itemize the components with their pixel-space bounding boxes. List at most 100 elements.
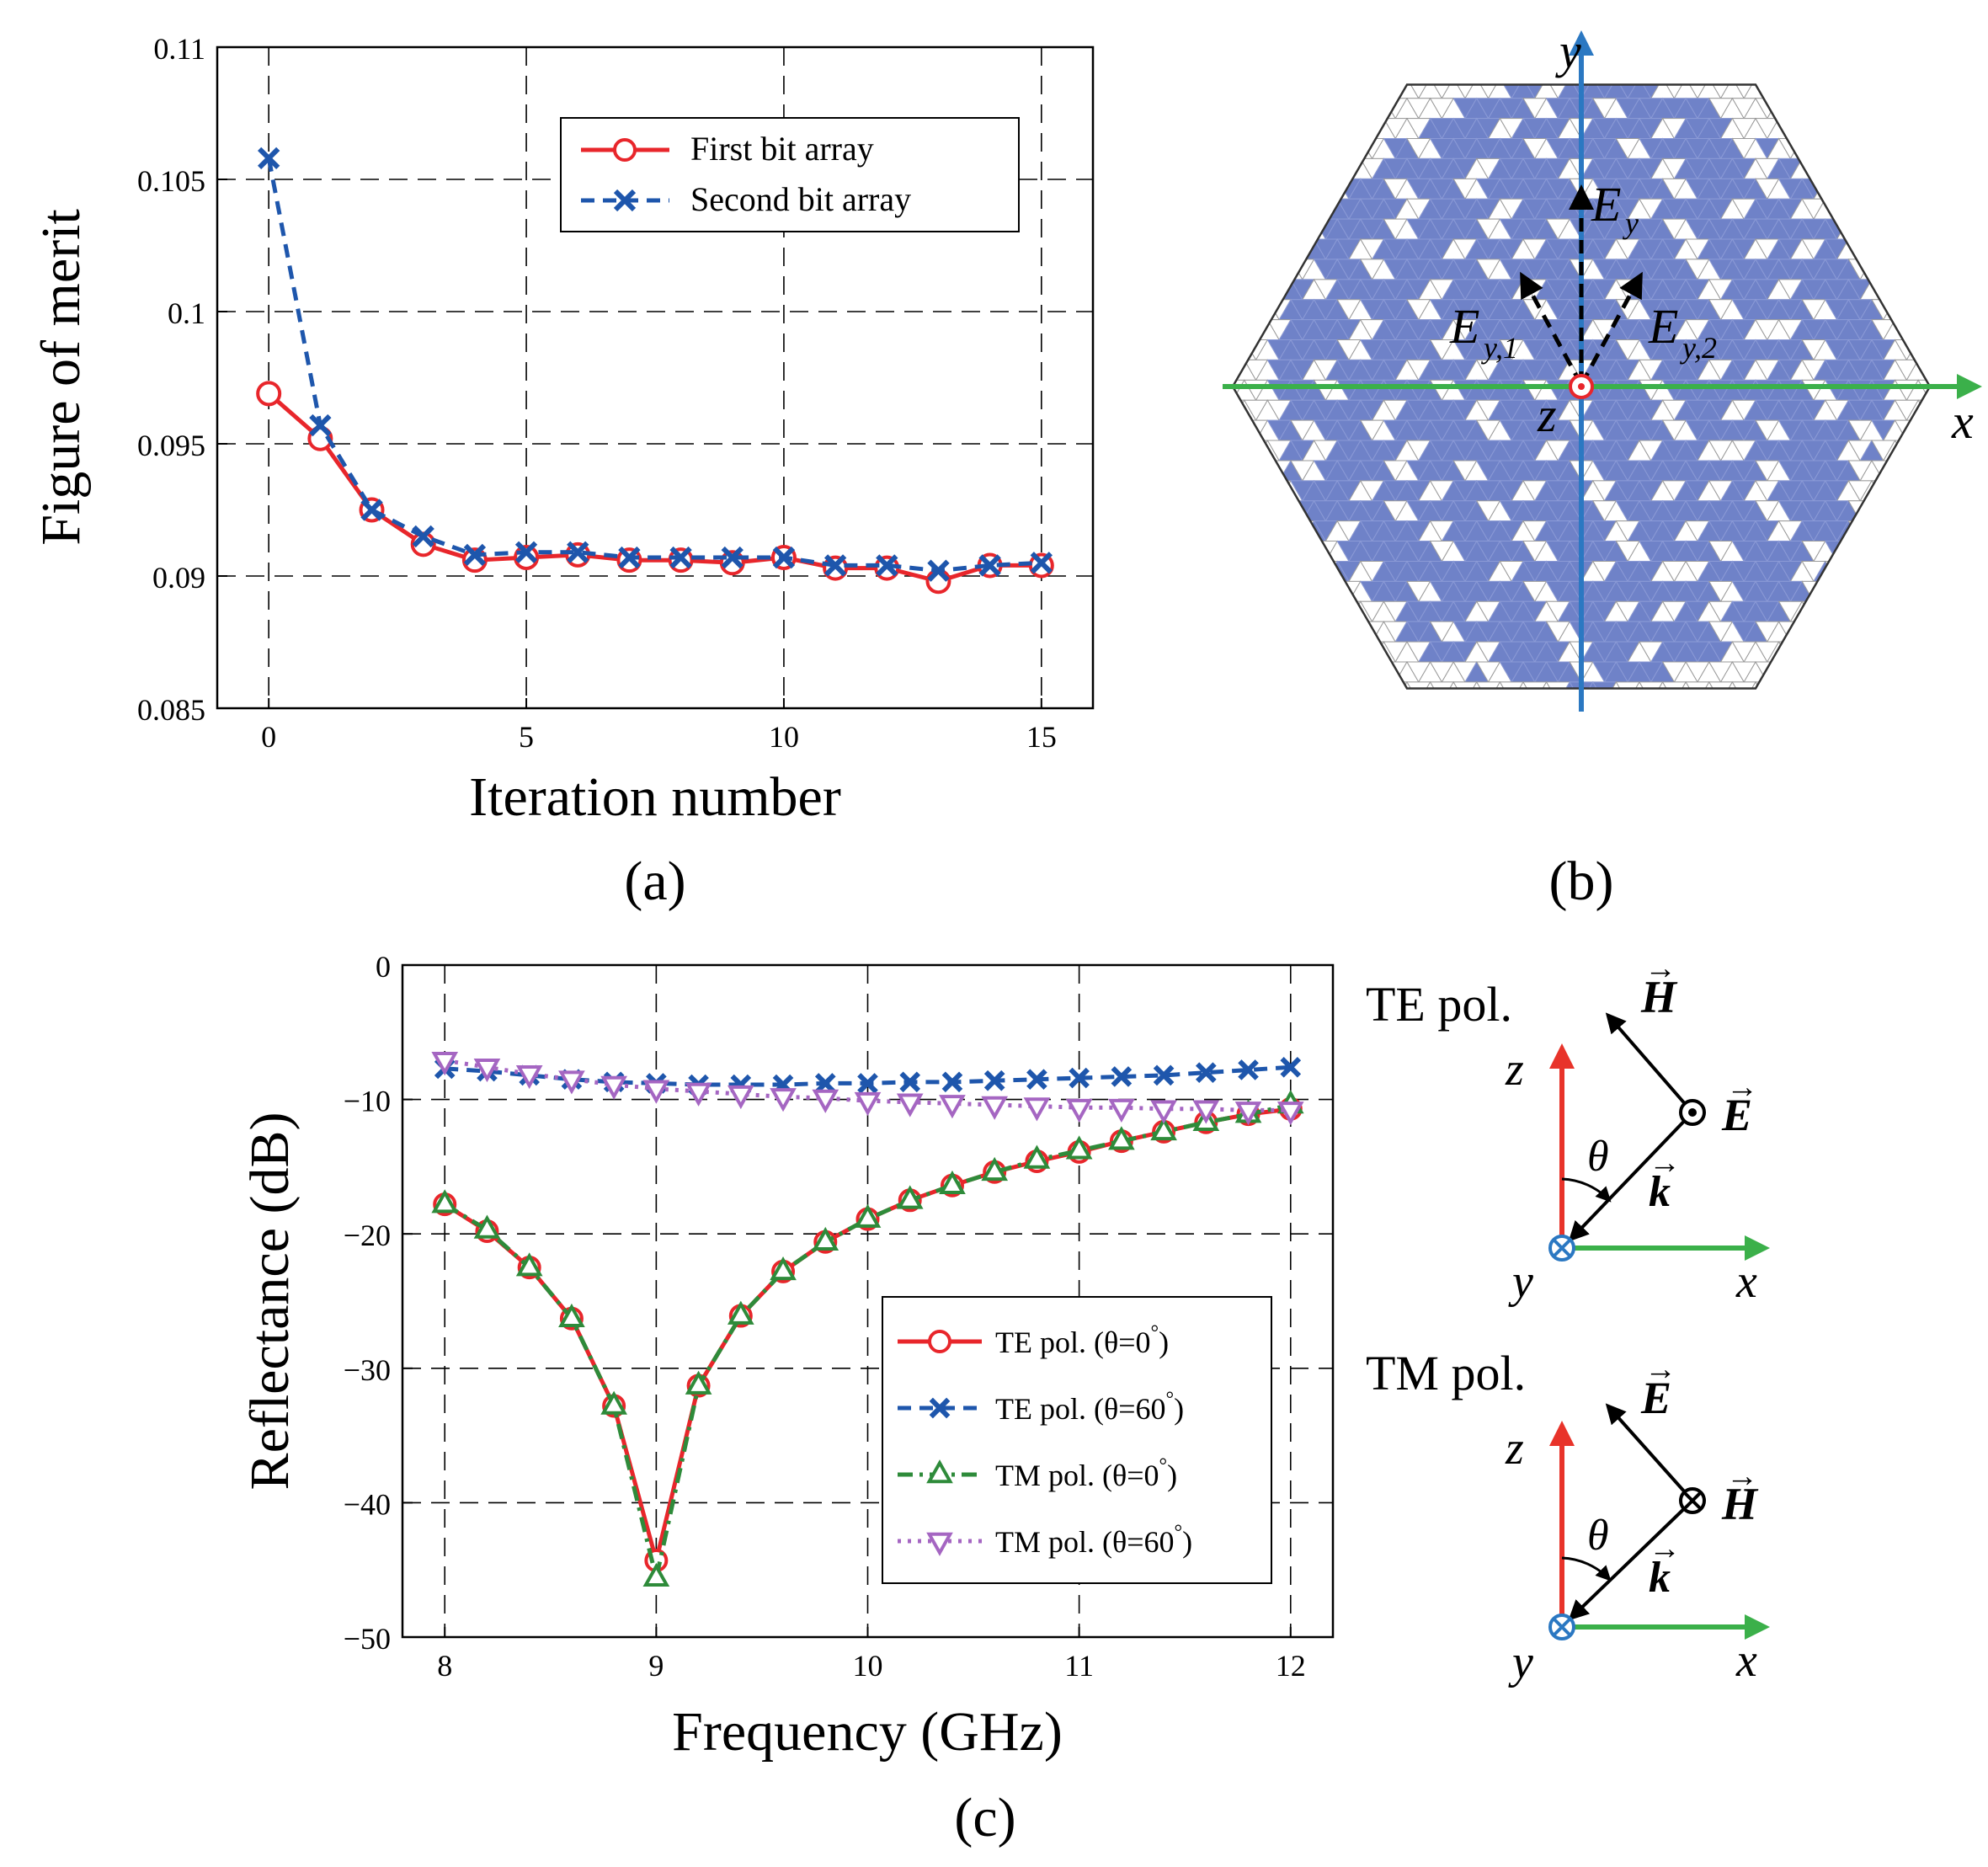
bit-cell-off bbox=[1278, 641, 1303, 663]
bit-cell-off bbox=[1836, 84, 1862, 99]
bit-cell-off bbox=[1871, 118, 1896, 140]
chart-c-ylabel: Reflectance (dB) bbox=[239, 1112, 301, 1491]
bit-cell-off bbox=[1894, 480, 1920, 502]
bit-cell-off bbox=[1929, 621, 1930, 643]
bit-cell-off bbox=[1882, 580, 1908, 602]
bit-cell-off bbox=[1198, 219, 1222, 239]
bit-cell-off bbox=[1777, 98, 1804, 120]
bit-cell-off bbox=[1313, 621, 1339, 643]
bit-cell-off bbox=[1942, 561, 1965, 581]
bit-cell-off bbox=[1266, 118, 1292, 140]
bit-cell-off bbox=[1871, 541, 1896, 563]
bit-cell-off bbox=[1475, 681, 1501, 689]
bit-cell-off bbox=[1698, 723, 1721, 743]
bit-cell-off bbox=[1872, 58, 1895, 78]
bit-cell-off bbox=[1882, 680, 1908, 689]
bit-cell-off bbox=[1942, 320, 1965, 340]
bit-cell-off bbox=[1243, 84, 1269, 99]
bit-cell-off bbox=[1290, 84, 1315, 99]
data-point-series-4 bbox=[1192, 1100, 1220, 1124]
bit-cell-off bbox=[1324, 137, 1350, 159]
bit-cell-off bbox=[1431, 723, 1454, 743]
bit-cell-off bbox=[1894, 218, 1920, 241]
bit-cell-off bbox=[1313, 681, 1339, 689]
bit-cell-off bbox=[1233, 259, 1245, 280]
bit-cell-off bbox=[1477, 702, 1500, 723]
bit-cell-off bbox=[1233, 339, 1257, 360]
bit-cell-off bbox=[1942, 219, 1965, 239]
te-H-label: H bbox=[1640, 972, 1678, 1022]
chart-c-series bbox=[431, 1052, 1304, 1587]
bit-cell-off bbox=[1233, 600, 1257, 622]
bit-cell-off bbox=[1930, 702, 1953, 723]
bit-cell-off bbox=[1233, 681, 1245, 689]
bit-cell-off bbox=[1233, 218, 1245, 241]
bit-cell-off bbox=[1233, 339, 1245, 361]
bit-cell-off bbox=[1256, 723, 1280, 743]
te-y-into-cross-icon bbox=[1552, 1238, 1572, 1258]
bit-cell-off bbox=[1313, 580, 1339, 603]
bit-cell-off bbox=[1324, 660, 1350, 683]
legend-c-label-close: ) bbox=[1167, 1459, 1177, 1492]
data-point-series-3 bbox=[1150, 1117, 1177, 1141]
legend-a-marker-2 bbox=[613, 189, 637, 212]
data-point-series-4 bbox=[600, 1075, 627, 1100]
bit-cell-off bbox=[1233, 298, 1234, 321]
bit-cell-off bbox=[1837, 702, 1861, 723]
bit-cell-off bbox=[1233, 218, 1257, 240]
bit-cell-off bbox=[1233, 178, 1234, 200]
bit-cell-off bbox=[1882, 157, 1908, 179]
bit-cell-off bbox=[1824, 600, 1850, 623]
bit-cell-off bbox=[1314, 58, 1338, 78]
bit-cell-off bbox=[1942, 662, 1965, 682]
te-pol-title: TE pol. bbox=[1366, 977, 1512, 1032]
bit-cell-off bbox=[1372, 723, 1396, 743]
bit-cell-off bbox=[1882, 540, 1908, 562]
bit-cell-off bbox=[1824, 580, 1850, 603]
bit-cell-off bbox=[1905, 97, 1930, 120]
tm-H-vector-arrow-icon: → bbox=[1726, 1459, 1758, 1494]
axis-label-y: y bbox=[1555, 24, 1581, 78]
y-tick-label: 0.09 bbox=[152, 561, 205, 595]
bit-cell-off bbox=[1847, 621, 1873, 643]
data-point-series-4 bbox=[515, 1065, 543, 1090]
bit-cell-off bbox=[1243, 500, 1269, 522]
tm-H-label: H bbox=[1721, 1479, 1759, 1529]
data-point-series-3 bbox=[1023, 1144, 1051, 1169]
bit-cell-off bbox=[1801, 681, 1826, 689]
bit-cell-off bbox=[1266, 520, 1292, 542]
bit-cell-off bbox=[1824, 621, 1850, 643]
bit-cell-off bbox=[1929, 540, 1930, 562]
bit-cell-off bbox=[1523, 58, 1547, 78]
bit-cell-off bbox=[1233, 218, 1234, 240]
bit-cell-off bbox=[1523, 723, 1547, 743]
bit-cell-off bbox=[1674, 723, 1698, 743]
chart-a-xlabel: Iteration number bbox=[469, 766, 841, 828]
data-point-series-3 bbox=[727, 1300, 754, 1325]
bit-cell-off bbox=[1301, 198, 1327, 220]
bit-cell-off bbox=[1233, 319, 1245, 341]
bit-cell-off bbox=[1708, 681, 1734, 689]
bit-cell-off bbox=[1313, 138, 1339, 160]
tm-z-label: z bbox=[1505, 1422, 1524, 1475]
bit-cell-off bbox=[1255, 278, 1281, 301]
bit-cell-off bbox=[1233, 339, 1234, 360]
bit-cell-off bbox=[1395, 38, 1419, 58]
bit-cell-off bbox=[1279, 702, 1303, 723]
bit-cell-off bbox=[1336, 138, 1362, 160]
bit-cell-off bbox=[1709, 38, 1733, 58]
bit-cell-off bbox=[1233, 198, 1257, 220]
bit-cell-off bbox=[1371, 97, 1397, 120]
bit-cell-off bbox=[1371, 680, 1397, 689]
bit-cell-off bbox=[1894, 84, 1920, 99]
y-tick-label: 0 bbox=[376, 950, 391, 984]
bit-cell-off bbox=[1233, 84, 1234, 99]
data-point-series-4 bbox=[1108, 1098, 1135, 1123]
bit-cell-off bbox=[1929, 379, 1930, 401]
bit-cell-off bbox=[1198, 662, 1222, 682]
bit-cell-off bbox=[1721, 38, 1745, 58]
bit-cell-off bbox=[1917, 399, 1930, 422]
bit-cell-off bbox=[1324, 84, 1350, 99]
bit-cell-off bbox=[1545, 681, 1571, 689]
bit-cell-off bbox=[1884, 58, 1907, 78]
